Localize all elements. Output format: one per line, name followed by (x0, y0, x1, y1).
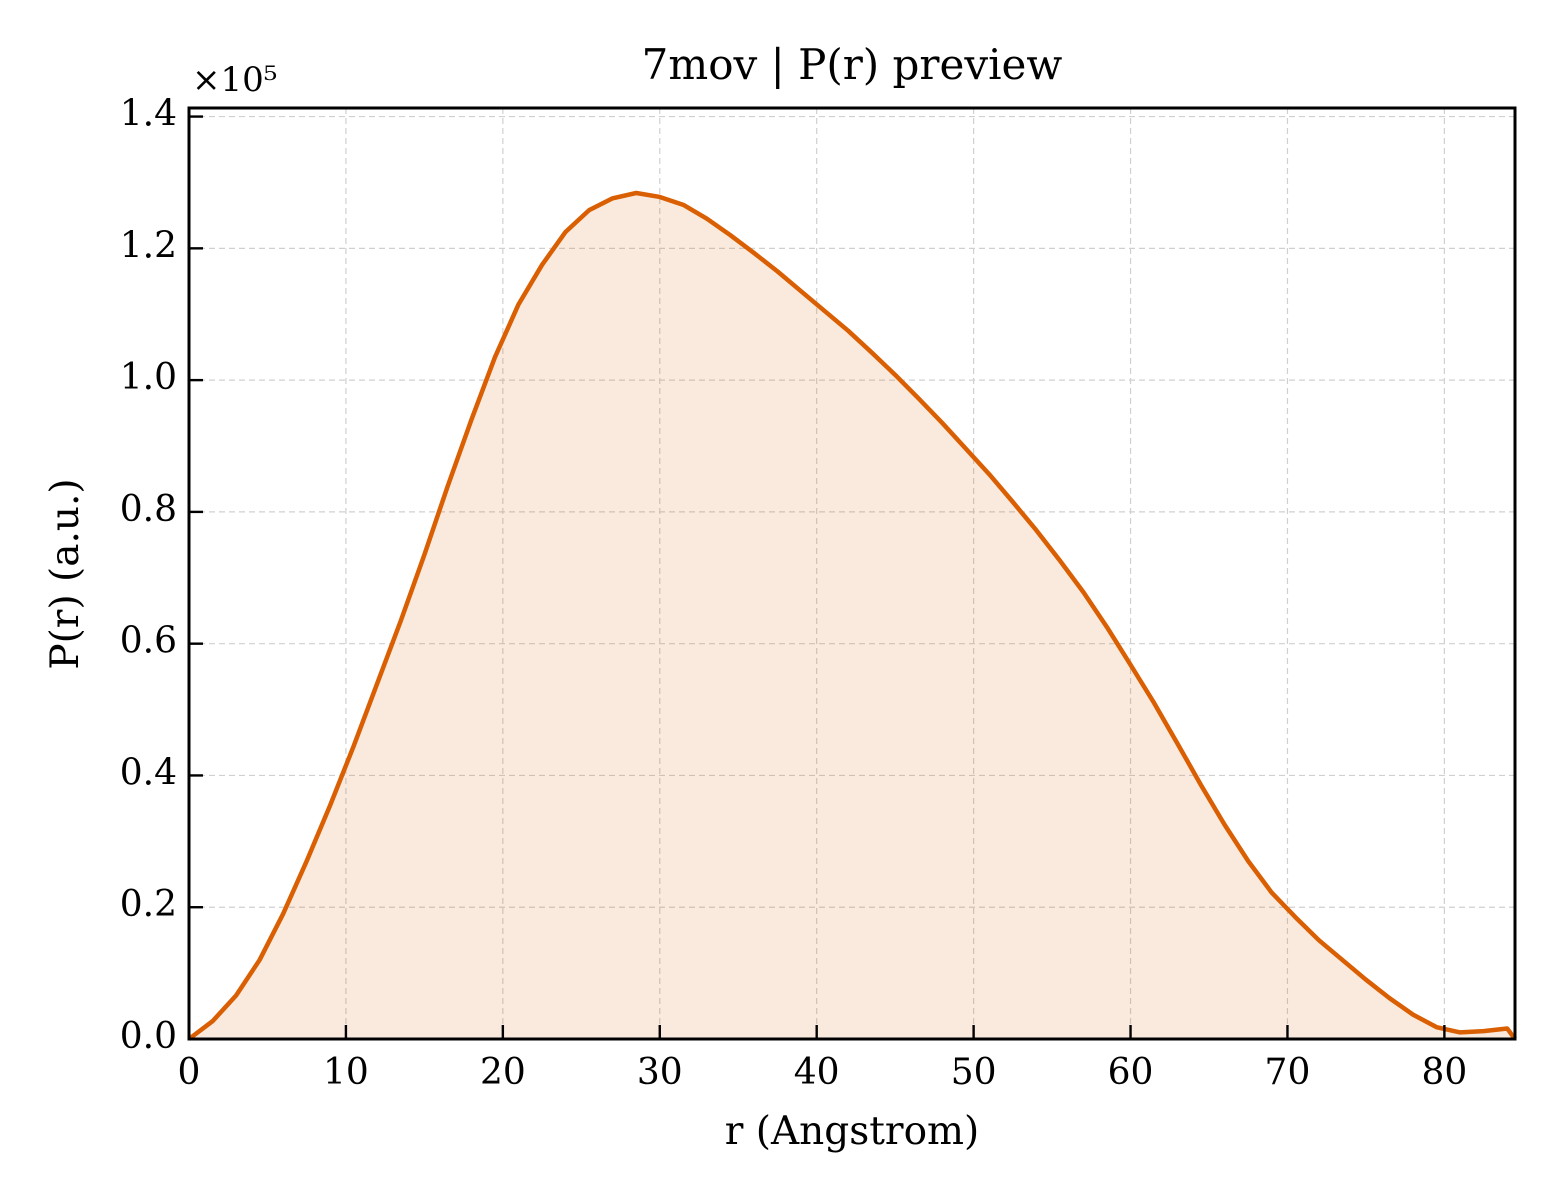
y-offset-label: ×10⁵ (192, 60, 277, 100)
x-tick-label: 40 (794, 1052, 840, 1093)
x-tick-label: 60 (1108, 1052, 1154, 1093)
plot-layer: 0 10 20 30 40 50 60 70 80 0.0 0.2 0.4 0.6 0.8 1.0 1.2 1.… (120, 94, 1517, 1093)
y-tick-label: 1.2 (120, 225, 177, 266)
x-tick-label: 30 (637, 1052, 683, 1093)
x-tick-label: 80 (1421, 1052, 1467, 1093)
x-tick-label: 20 (480, 1052, 526, 1093)
x-tick-label: 0 (178, 1052, 201, 1093)
x-tick-label: 70 (1265, 1052, 1311, 1093)
y-tick-label: 0.4 (120, 752, 177, 793)
x-axis-label: r (Angstrom) (725, 1109, 980, 1154)
chart-title: 7mov | P(r) preview (642, 40, 1063, 89)
plot-frame (187, 106, 1517, 1041)
y-axis-label: P(r) (a.u.) (43, 478, 88, 669)
area-fill (189, 193, 1515, 1039)
y-tick-label: 1.4 (120, 94, 177, 135)
y-tick-label: 1.0 (120, 357, 177, 398)
x-tick-label: 10 (323, 1052, 369, 1093)
line (187, 190, 1517, 1041)
y-tick-label: 0.0 (120, 1016, 177, 1057)
y-tick-label: 0.6 (120, 621, 177, 662)
y-tick-label: 0.8 (120, 489, 177, 530)
y-tick-label: 0.2 (120, 884, 177, 925)
x-tick-label: 50 (951, 1052, 997, 1093)
